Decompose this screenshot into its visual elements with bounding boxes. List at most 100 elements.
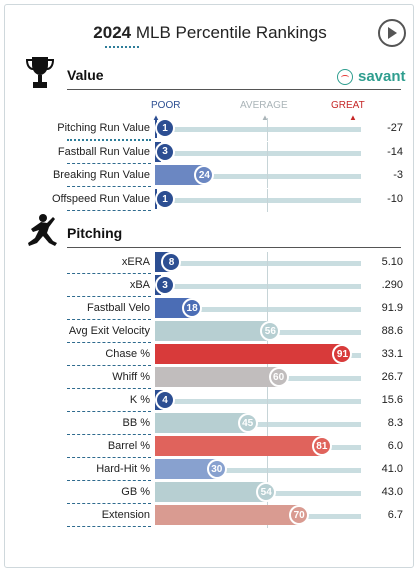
percentile-track: [155, 127, 361, 132]
metric-row[interactable]: Pitching Run Value 1 -27: [5, 118, 415, 141]
metric-value: 6.7: [387, 509, 403, 521]
percentile-bar: [155, 344, 343, 364]
scale-poor-marker: ▲: [152, 113, 160, 122]
metric-label: BB %: [122, 417, 150, 429]
metric-value: -10: [387, 193, 403, 206]
scale-great-marker: ▲: [349, 113, 357, 122]
metric-row[interactable]: Chase % 91 33.1: [5, 344, 415, 367]
metric-row[interactable]: Whiff % 60 26.7: [5, 367, 415, 390]
average-line: [267, 298, 268, 321]
scale-average-marker: ▲: [261, 113, 269, 122]
percentile-badge: 45: [237, 413, 258, 433]
trophy-icon: [25, 57, 55, 88]
pitching-section-title: Pitching: [67, 225, 123, 241]
metric-label: Fastball Velo: [87, 302, 150, 314]
metric-row[interactable]: K % 4 15.6: [5, 390, 415, 413]
metric-value: 43.0: [381, 486, 403, 498]
metric-label: Extension: [101, 509, 150, 521]
metric-row[interactable]: GB % 54 43.0: [5, 482, 415, 505]
pitching-section-divider: [67, 247, 401, 248]
metric-label-underline: [67, 457, 151, 458]
year-dropdown-underline[interactable]: [105, 46, 139, 48]
metric-row[interactable]: Fastball Velo 18 91.9: [5, 298, 415, 321]
average-line: [267, 459, 268, 482]
percentile-badge: 1: [155, 118, 175, 138]
play-button[interactable]: [378, 19, 406, 47]
percentile-track: [155, 150, 361, 156]
scale-poor-label: POOR: [151, 100, 181, 111]
play-icon: [388, 27, 397, 39]
metric-row[interactable]: Offspeed Run Value 1 -10: [5, 189, 415, 213]
savant-logo[interactable]: savant: [337, 68, 406, 85]
metric-label-underline: [67, 503, 151, 504]
metric-label-underline: [67, 388, 151, 389]
percentile-badge: 30: [206, 459, 227, 479]
metric-row[interactable]: Extension 70 6.7: [5, 505, 415, 528]
average-line: [267, 275, 268, 298]
title-year: 2024: [93, 23, 132, 42]
percentile-track: [155, 174, 361, 180]
metric-label-underline: [67, 526, 151, 527]
title-text: MLB Percentile Rankings: [131, 23, 327, 42]
metric-value: -14: [387, 145, 403, 158]
metric-row[interactable]: Breaking Run Value 24 -3: [5, 165, 415, 189]
baseball-icon: [337, 68, 353, 85]
metric-row[interactable]: Barrel % 81 6.0: [5, 436, 415, 459]
pitching-section-header: Pitching: [25, 213, 401, 247]
metric-row[interactable]: xBA 3 .290: [5, 275, 415, 298]
metric-label: Hard-Hit %: [96, 463, 150, 475]
metric-value: .290: [381, 279, 403, 291]
metric-value: 6.0: [387, 440, 403, 452]
metric-row[interactable]: Hard-Hit % 30 41.0: [5, 459, 415, 482]
metric-label-underline: [67, 319, 151, 320]
metric-value: 41.0: [381, 463, 403, 475]
percentile-badge: 56: [260, 321, 281, 341]
savant-logo-text: savant: [358, 68, 406, 85]
metric-label: Pitching Run Value: [57, 122, 150, 134]
metric-label: xERA: [121, 256, 150, 268]
page-title: 2024 MLB Percentile Rankings: [5, 23, 415, 43]
percentile-track: [155, 468, 361, 473]
pitcher-icon: [28, 214, 57, 246]
average-line: [267, 252, 268, 275]
metric-label: Offspeed Run Value: [51, 193, 150, 206]
average-line: [267, 165, 268, 189]
average-line: [267, 141, 268, 165]
metric-row[interactable]: BB % 45 8.3: [5, 413, 415, 436]
metric-value: -3: [393, 169, 403, 182]
scale-great-label: GREAT: [331, 100, 365, 111]
metric-label-underline: [67, 342, 151, 343]
percentile-badge: 3: [155, 141, 175, 162]
metric-row[interactable]: Avg Exit Velocity 56 88.6: [5, 321, 415, 344]
metric-label-underline: [67, 365, 151, 366]
percentile-track: [155, 284, 361, 289]
value-section-divider: [67, 89, 401, 90]
percentile-track: [155, 198, 361, 204]
metric-value: 91.9: [381, 302, 403, 314]
percentile-bar: [155, 413, 248, 433]
metric-value: 88.6: [381, 325, 403, 337]
percentile-bar: [155, 436, 322, 456]
percentile-bar: [155, 505, 300, 525]
value-section-header: Value: [25, 55, 401, 89]
metric-label: Whiff %: [112, 371, 150, 383]
percentile-badge: 70: [289, 505, 310, 525]
percentile-badge: 60: [268, 367, 289, 387]
metric-row[interactable]: Fastball Run Value 3 -14: [5, 141, 415, 165]
metric-label: Avg Exit Velocity: [68, 325, 150, 337]
metric-label: Barrel %: [107, 440, 150, 452]
metric-label-underline: [67, 296, 151, 297]
percentile-badge: 91: [332, 344, 353, 364]
metric-value: 15.6: [381, 394, 403, 406]
percentile-bar: [155, 459, 217, 479]
value-section-title: Value: [67, 67, 104, 83]
percentile-track: [155, 261, 361, 266]
percentile-bar: [155, 367, 279, 387]
percentile-track: [155, 422, 361, 427]
percentile-badge: 18: [182, 298, 203, 318]
percentile-card: 2024 MLB Percentile Rankings Value savan…: [4, 4, 414, 568]
metric-row[interactable]: xERA 8 5.10: [5, 252, 415, 275]
metric-label-underline: [67, 162, 151, 164]
metric-label: xBA: [129, 279, 150, 291]
percentile-bar: [155, 482, 267, 502]
